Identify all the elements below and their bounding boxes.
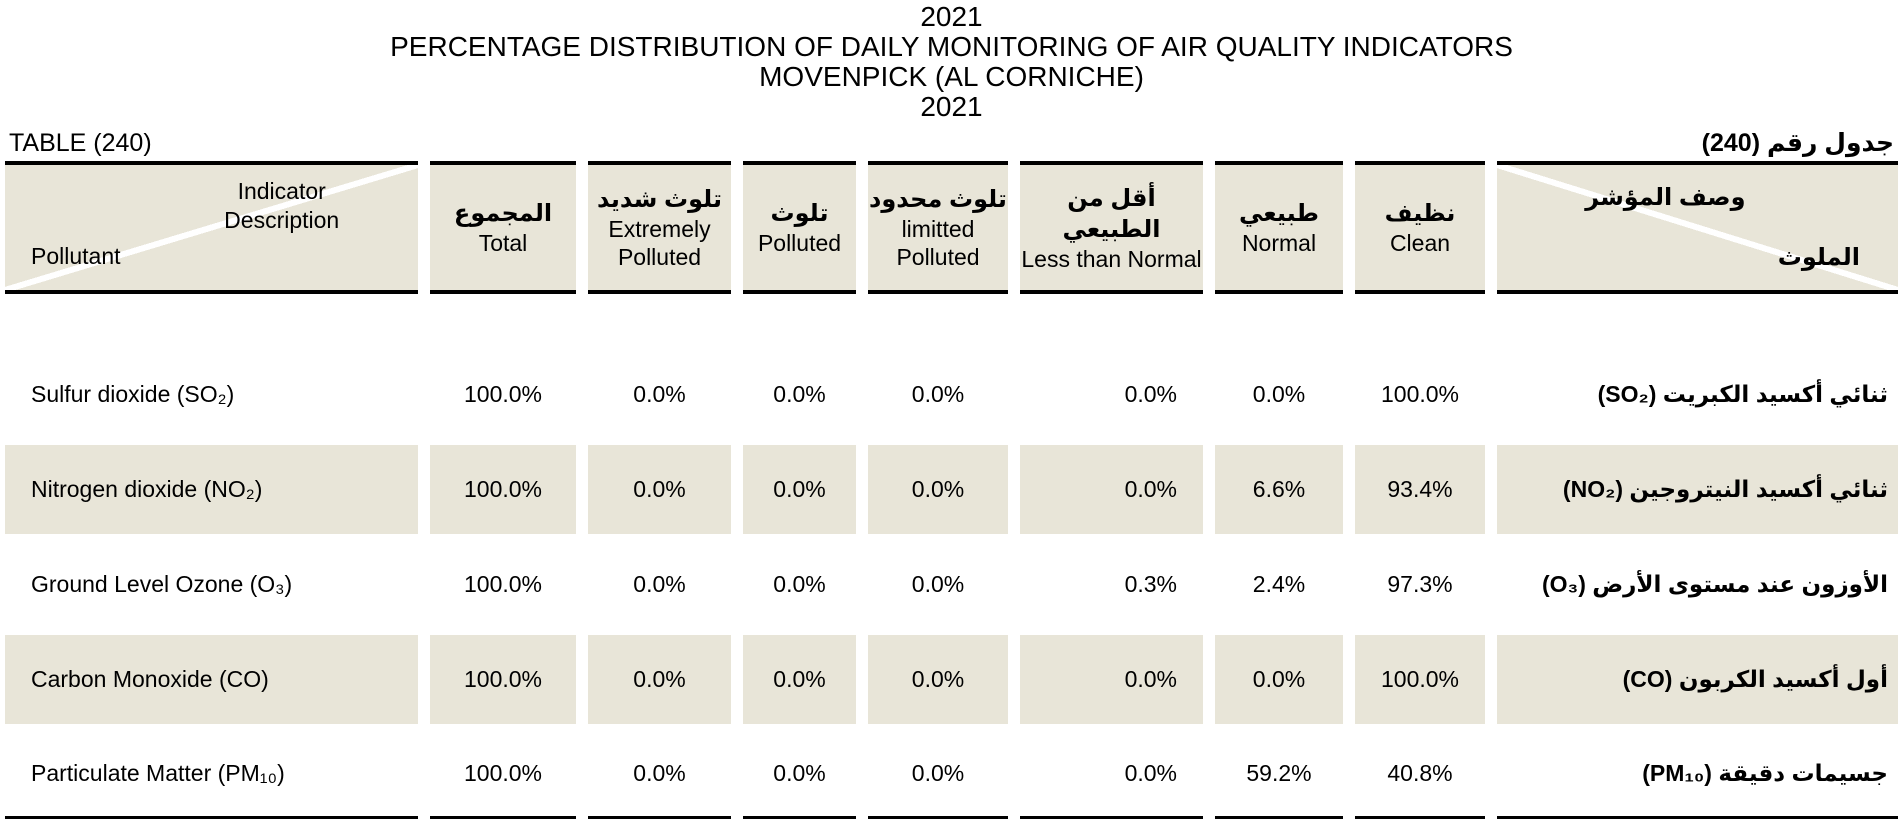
title-block: 2021 PERCENTAGE DISTRIBUTION OF DAILY MO… bbox=[0, 0, 1903, 122]
title-year-top: 2021 bbox=[920, 1, 983, 32]
total-value: 100.0% bbox=[430, 635, 576, 724]
pollutant-name-ar: ثنائي أكسيد الكبريت (SO₂) bbox=[1597, 381, 1888, 407]
clean-value: 100.0% bbox=[1380, 381, 1459, 407]
clean-value: 97.3% bbox=[1387, 571, 1453, 597]
pollutant-name-en: Sulfur dioxide (SO₂) bbox=[31, 381, 235, 407]
column-header-clean-en: Clean bbox=[1389, 230, 1451, 256]
pollutant-name-en: Carbon Monoxide (CO) bbox=[5, 635, 418, 724]
polluted-value: 0.0% bbox=[743, 635, 856, 724]
total-value: 100.0% bbox=[430, 445, 576, 534]
column-header-total-ar: المجموع bbox=[453, 200, 553, 227]
table-header: Indicator Description Pollutant المجموع … bbox=[5, 161, 1898, 294]
column-header-clean-ar: نظيف bbox=[1384, 200, 1456, 227]
normal-value: 6.6% bbox=[1215, 445, 1343, 534]
column-header-polluted-ar: تلوث bbox=[770, 200, 829, 227]
limitted-polluted-value: 0.0% bbox=[868, 730, 1008, 819]
table-label-english: TABLE (240) bbox=[9, 129, 152, 157]
corner-cell-indicator-arabic: وصف المؤشر الملوث bbox=[1497, 161, 1898, 294]
corner-pollutant-label: Pollutant bbox=[31, 243, 121, 269]
limitted-polluted-value: 0.0% bbox=[868, 635, 1008, 724]
corner-cell-pollutant: Indicator Description Pollutant bbox=[5, 161, 418, 294]
extremely-polluted-value: 0.0% bbox=[588, 730, 731, 819]
pollutant-name-ar: أول أكسيد الكربون (CO) bbox=[1497, 635, 1898, 724]
table-body: Sulfur dioxide (SO₂) 100.0% 0.0% 0.0% 0.… bbox=[5, 350, 1898, 819]
polluted-value: 0.0% bbox=[743, 730, 856, 819]
pollutant-name-en: Ground Level Ozone (O₃) bbox=[31, 571, 293, 597]
less-than-normal-value: 0.0% bbox=[1020, 635, 1203, 724]
extremely-polluted-value: 0.0% bbox=[588, 635, 731, 724]
limitted-polluted-value: 0.0% bbox=[911, 381, 965, 407]
table-label-arabic: جدول رقم (240) bbox=[1701, 129, 1894, 157]
polluted-value: 0.0% bbox=[743, 445, 856, 534]
extremely-polluted-value: 0.0% bbox=[633, 381, 686, 407]
table-label-row: TABLE (240) جدول رقم (240) bbox=[5, 122, 1898, 161]
clean-value: 100.0% bbox=[1355, 635, 1485, 724]
clean-value: 40.8% bbox=[1355, 730, 1485, 819]
column-header-limitted-polluted: تلوث محدود limitted Polluted bbox=[868, 161, 1008, 294]
total-value: 100.0% bbox=[430, 730, 576, 819]
less-than-normal-value: 0.3% bbox=[1124, 571, 1177, 597]
column-header-less-than-normal: أقل من الطبيعي Less than Normal bbox=[1020, 161, 1203, 294]
column-header-extremely-polluted-en: Extremely Polluted bbox=[608, 216, 711, 270]
total-value: 100.0% bbox=[463, 381, 542, 407]
column-header-extremely-polluted: تلوث شديد Extremely Polluted bbox=[588, 161, 731, 294]
clean-value: 93.4% bbox=[1355, 445, 1485, 534]
corner-indicator-line: Indicator bbox=[237, 178, 326, 204]
title-year-bottom: 2021 bbox=[920, 91, 983, 122]
limitted-polluted-value: 0.0% bbox=[868, 445, 1008, 534]
polluted-value: 0.0% bbox=[773, 571, 826, 597]
total-value: 100.0% bbox=[463, 571, 542, 597]
pollutant-name-ar: ثنائي أكسيد النيتروجين (NO₂) bbox=[1497, 445, 1898, 534]
corner-pollutant-arabic: الملوث bbox=[1777, 244, 1860, 271]
column-header-total: المجموع Total bbox=[430, 161, 576, 294]
normal-value: 0.0% bbox=[1215, 635, 1343, 724]
pollutant-name-ar: جسيمات دقيقة (PM₁₀) bbox=[1497, 730, 1898, 819]
column-header-normal: طبيعي Normal bbox=[1215, 161, 1343, 294]
title-station: MOVENPICK (AL CORNICHE) bbox=[759, 61, 1144, 92]
corner-indicator-description-arabic: وصف المؤشر bbox=[1585, 184, 1746, 211]
column-header-total-en: Total bbox=[478, 230, 528, 256]
pollutant-name-ar: الأوزون عند مستوى الأرض (O₃) bbox=[1541, 571, 1888, 597]
column-header-limitted-polluted-ar: تلوث محدود bbox=[869, 186, 1007, 213]
normal-value: 2.4% bbox=[1252, 571, 1306, 597]
pollutant-name-en: Nitrogen dioxide (NO₂) bbox=[5, 445, 418, 534]
column-header-extremely-polluted-ar: تلوث شديد bbox=[597, 186, 722, 213]
normal-value: 59.2% bbox=[1215, 730, 1343, 819]
pollutant-name-en: Particulate Matter (PM₁₀) bbox=[5, 730, 418, 819]
column-header-clean: نظيف Clean bbox=[1355, 161, 1485, 294]
corner-description-line: Description bbox=[224, 207, 340, 233]
column-header-polluted: تلوث Polluted bbox=[743, 161, 856, 294]
column-header-normal-en: Normal bbox=[1241, 230, 1317, 256]
column-header-polluted-en: Polluted bbox=[757, 230, 842, 256]
corner-indicator-description-label: Indicator Description bbox=[224, 177, 339, 235]
column-header-limitted-polluted-en: limitted Polluted bbox=[896, 216, 980, 270]
extremely-polluted-value: 0.0% bbox=[588, 445, 731, 534]
limitted-polluted-value: 0.0% bbox=[911, 571, 965, 597]
polluted-value: 0.0% bbox=[773, 381, 826, 407]
less-than-normal-value: 0.0% bbox=[1020, 730, 1203, 819]
column-header-less-than-normal-ar: أقل من الطبيعي bbox=[1062, 184, 1161, 243]
title-main: PERCENTAGE DISTRIBUTION OF DAILY MONITOR… bbox=[390, 31, 1513, 62]
less-than-normal-value: 0.0% bbox=[1124, 381, 1177, 407]
normal-value: 0.0% bbox=[1252, 381, 1306, 407]
extremely-polluted-value: 0.0% bbox=[633, 571, 686, 597]
column-header-normal-ar: طبيعي bbox=[1238, 200, 1320, 227]
column-header-less-than-normal-en: Less than Normal bbox=[1021, 245, 1202, 272]
less-than-normal-value: 0.0% bbox=[1020, 445, 1203, 534]
